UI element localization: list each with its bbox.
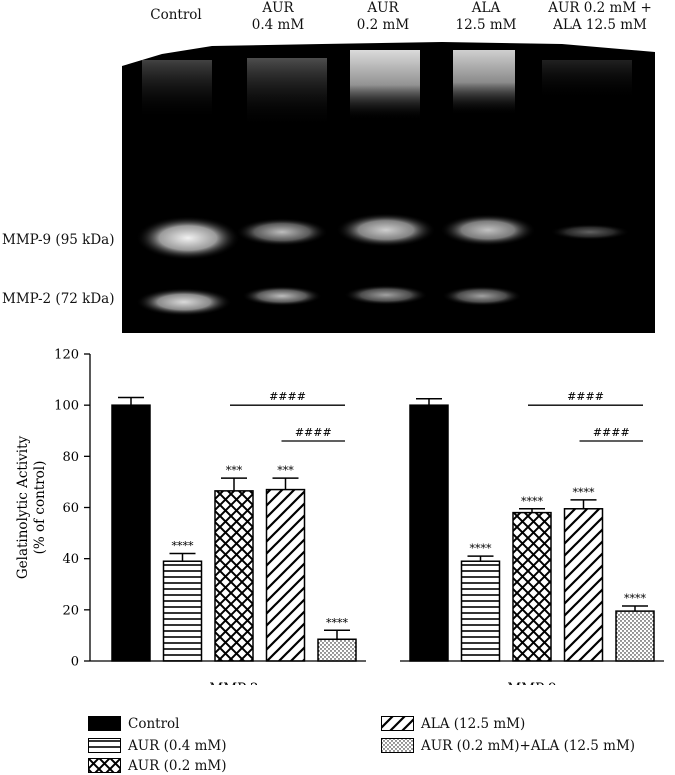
lane-label-combo: AUR 0.2 mM + ALA 12.5 mM: [538, 0, 662, 34]
bar: [214, 490, 254, 662]
bar: [111, 404, 151, 662]
y-axis-label-line1: Gelatinolytic Activity: [15, 435, 31, 579]
legend-swatch-diagonal: [381, 716, 414, 731]
significance-mark: ****: [521, 495, 544, 508]
bar: [265, 488, 306, 662]
legend-label: ALA (12.5 mM): [421, 716, 526, 732]
y-tick-label: 120: [54, 348, 79, 363]
comparison-label: ####: [295, 426, 332, 439]
lane-label-ala: ALA 12.5 mM: [431, 0, 541, 34]
lane-label-line: Control: [150, 7, 202, 23]
legend-swatch-solid: [88, 716, 121, 731]
y-tick-label: 20: [62, 603, 79, 618]
y-tick-label: 40: [62, 552, 79, 567]
lane-label-aur-02: AUR 0.2 mM: [328, 0, 438, 34]
x-category-label: MMP-2: [209, 681, 258, 685]
y-tick-label: 100: [54, 399, 79, 414]
lane-label-aur-04: AUR 0.4 mM: [223, 0, 333, 34]
lane-label-line: 12.5 mM: [455, 17, 517, 33]
legend-swatch-crosshatch: [88, 758, 121, 773]
band-label-mmp9: MMP-9 (95 kDa): [2, 232, 115, 248]
legend-label: AUR (0.2 mM)+ALA (12.5 mM): [421, 738, 636, 754]
legend-label: AUR (0.4 mM): [128, 738, 227, 754]
significance-mark: ***: [277, 464, 294, 477]
bar: [512, 511, 552, 662]
significance-mark: ****: [326, 616, 349, 629]
lane-label-line: AUR: [262, 0, 294, 16]
lane-label-line: 0.4 mM: [251, 17, 305, 33]
bar: [409, 404, 449, 662]
significance-mark: ***: [226, 464, 243, 477]
lane-label-line: AUR 0.2 mM +: [548, 0, 652, 16]
lane-label-line: AUR: [367, 0, 399, 16]
legend-swatch-horizontal: [88, 738, 121, 753]
bar: [563, 508, 604, 662]
legend-label: AUR (0.2 mM): [128, 758, 227, 774]
legend-swatch-dots: [381, 738, 414, 753]
y-tick-label: 0: [71, 655, 79, 670]
x-category-label: MMP-9: [507, 681, 556, 685]
y-axis-label-line2: (% of control): [32, 461, 48, 555]
lane-label-line: 0.2 mM: [356, 17, 410, 33]
comparison-label: ####: [269, 390, 306, 403]
y-tick-label: 60: [62, 501, 79, 516]
lane-label-line: ALA: [471, 0, 501, 16]
bar: [460, 560, 501, 662]
significance-mark: ****: [624, 592, 647, 605]
significance-mark: ****: [172, 540, 195, 553]
legend-label: Control: [128, 716, 180, 732]
lane-label-control: Control: [121, 7, 231, 24]
bar: [317, 638, 357, 662]
lane-label-line: ALA 12.5 mM: [553, 17, 647, 33]
gelatinolytic-activity-bar-chart: 0 20 40 60 80 100 120 Gelatinolytic Activity (% …: [15, 348, 664, 685]
significance-mark: ****: [573, 486, 596, 499]
bar: [615, 610, 655, 662]
band-label-mmp2: MMP-2 (72 kDa): [2, 291, 115, 307]
significance-mark: ****: [470, 542, 493, 555]
y-tick-label: 80: [62, 450, 79, 465]
comparison-label: ####: [593, 426, 630, 439]
bar: [162, 560, 203, 662]
zymography-gel-image: [122, 42, 655, 333]
comparison-label: ####: [567, 390, 604, 403]
